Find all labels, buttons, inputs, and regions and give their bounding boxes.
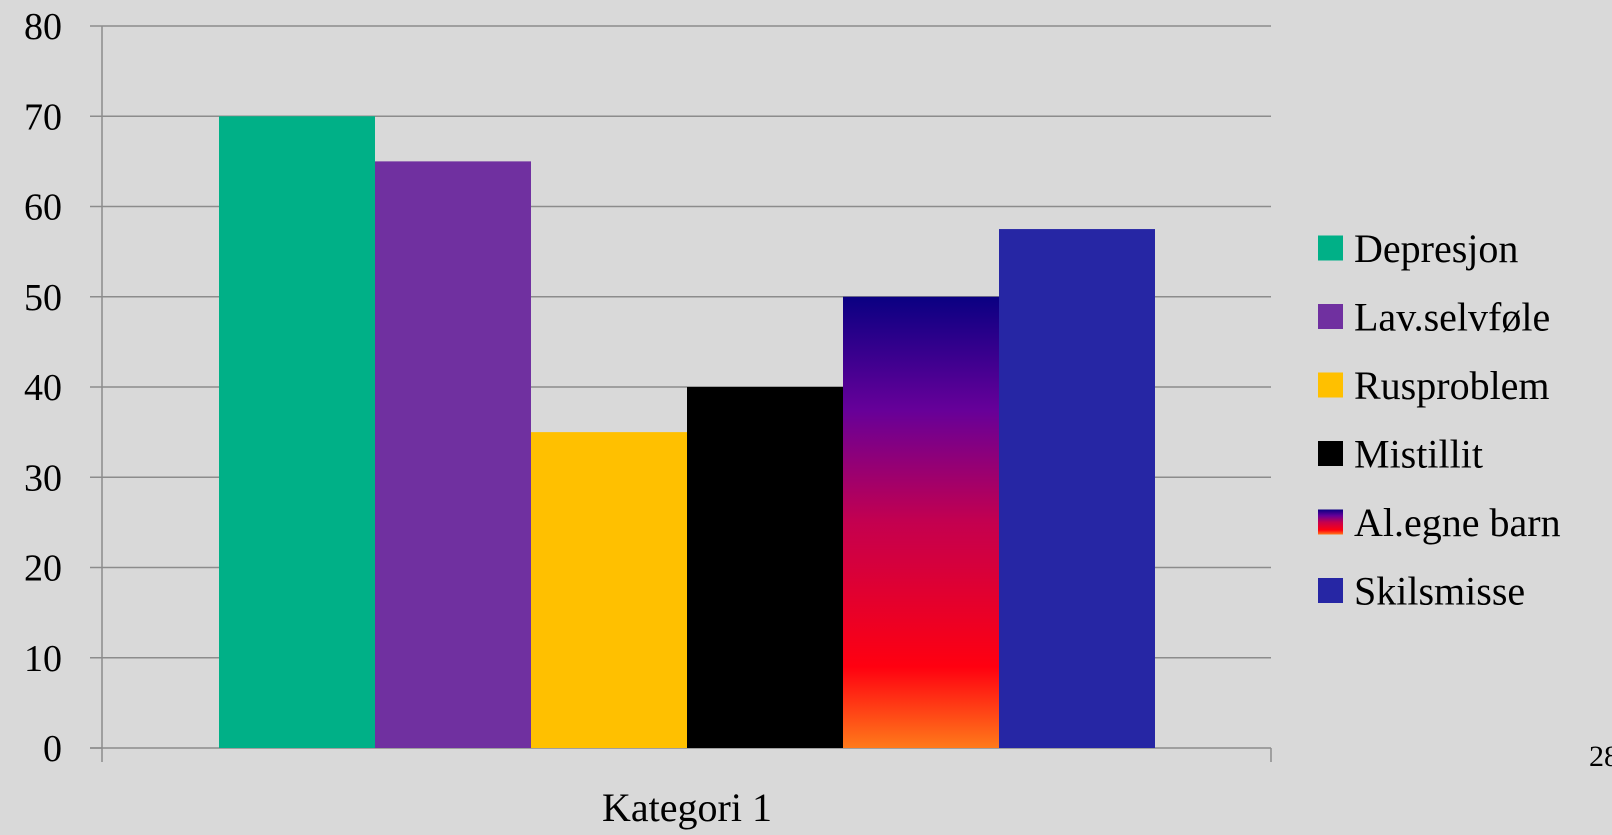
legend-swatch — [1318, 578, 1343, 603]
legend-label: Mistillit — [1354, 432, 1483, 477]
legend-label: Depresjon — [1354, 226, 1518, 271]
bar-skilsmisse — [999, 229, 1155, 748]
legend-swatch — [1318, 372, 1343, 398]
x-tick-labels: Kategori 1 — [602, 785, 772, 830]
y-tick-label: 10 — [24, 638, 62, 680]
bar-al-egne-barn — [843, 296, 999, 748]
y-tick-label: 20 — [24, 548, 62, 590]
legend-label: Skilsmisse — [1354, 569, 1525, 614]
legend-swatch — [1318, 509, 1343, 535]
legend: Depresjon Lav.selvføle Rusproblem Mistillit… — [1318, 226, 1561, 614]
y-tick-label: 50 — [24, 277, 62, 319]
y-tick-label: 80 — [24, 6, 62, 48]
legend-swatch — [1318, 235, 1343, 261]
y-tick-labels: 0 10 20 30 40 50 60 70 80 — [24, 6, 62, 770]
legend-label: Al.egne barn — [1354, 500, 1561, 545]
bar-depresjon — [219, 116, 375, 748]
legend-label: Rusproblem — [1354, 363, 1550, 408]
legend-swatch — [1318, 441, 1343, 466]
bar-lav-selvføle — [375, 161, 531, 748]
y-tick-label: 0 — [43, 728, 62, 770]
bar-mistillit — [687, 387, 843, 748]
y-tick-label: 70 — [24, 96, 62, 138]
legend-swatch — [1318, 304, 1343, 329]
y-tick-label: 40 — [24, 367, 62, 409]
page-number: 28 — [1589, 740, 1612, 773]
y-tick-label: 60 — [24, 187, 62, 229]
y-tick-label: 30 — [24, 457, 62, 499]
x-tick-label: Kategori 1 — [602, 785, 772, 830]
bars — [219, 116, 1155, 748]
legend-label: Lav.selvføle — [1354, 295, 1550, 340]
bar-rusproblem — [531, 432, 687, 748]
